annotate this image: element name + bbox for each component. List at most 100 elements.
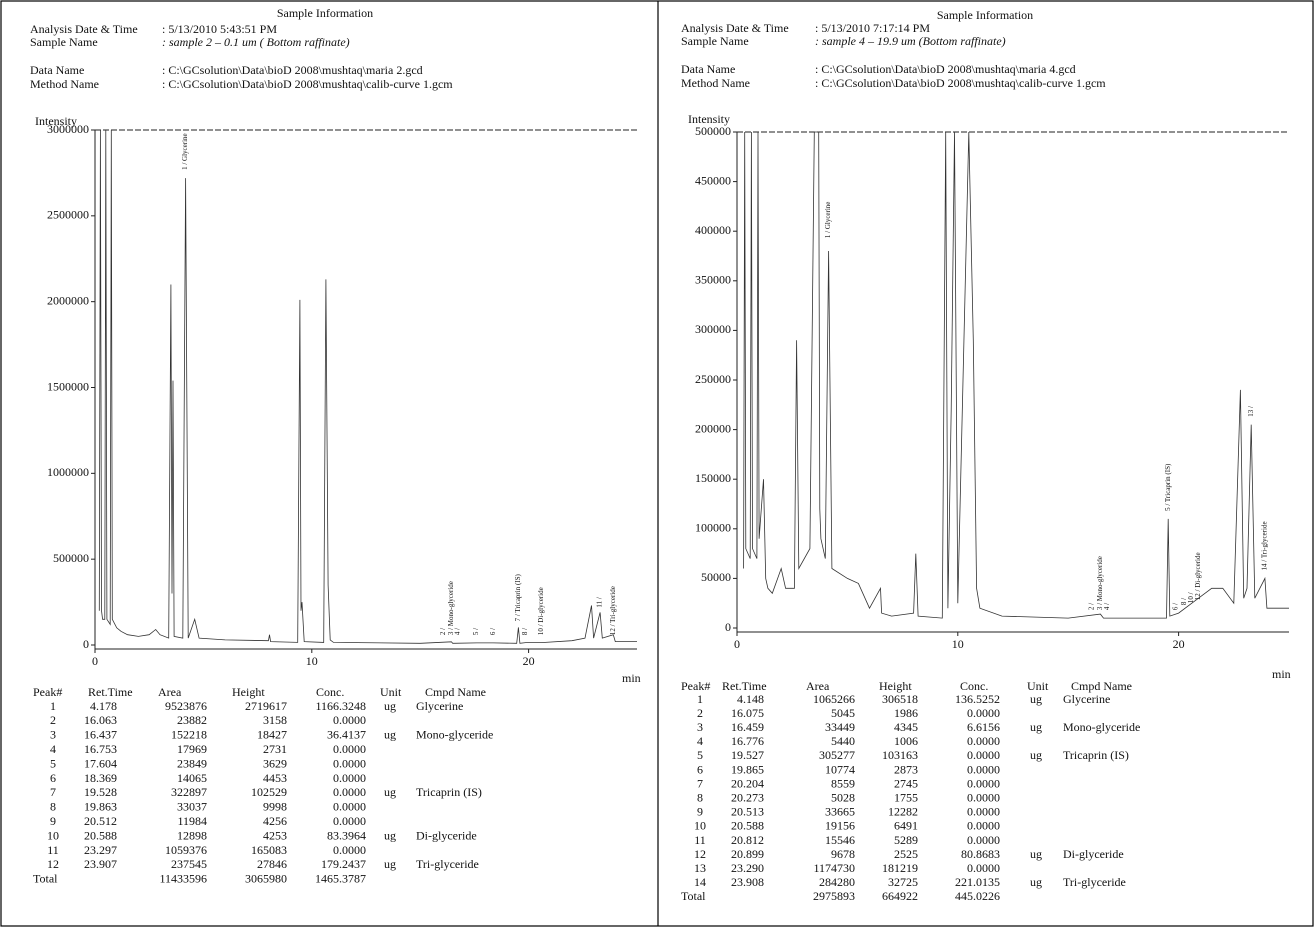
table-cell: 23.908 — [731, 875, 764, 889]
table-cell: 19.527 — [731, 748, 764, 762]
table-header: Cmpd Name — [1071, 679, 1132, 693]
table-cell: 0.0000 — [967, 833, 1000, 847]
table-cell: 4 — [697, 734, 703, 748]
table-cell: 306518 — [882, 692, 918, 706]
table-cell: 23882 — [177, 713, 207, 727]
table-cell: 181219 — [882, 861, 918, 875]
table-cell: Tri-glyceride — [1063, 875, 1126, 889]
table-cell: 0.0000 — [333, 713, 366, 727]
x-tick-label: 10 — [952, 637, 964, 651]
table-cell: 12282 — [888, 805, 918, 819]
table-cell: 0.0000 — [967, 805, 1000, 819]
table-cell: 1465.3787 — [315, 872, 366, 886]
table-cell: ug — [1030, 720, 1042, 734]
table-cell: 10 — [694, 819, 706, 833]
table-cell: 2873 — [894, 762, 918, 776]
peak-label: 3 / Mono-glyceride — [447, 581, 455, 635]
table-cell: 0.0000 — [967, 819, 1000, 833]
table-cell: 0.0000 — [967, 861, 1000, 875]
table-cell: 3065980 — [245, 872, 287, 886]
panel-title: Sample Information — [937, 8, 1033, 22]
table-cell: 19.865 — [731, 762, 764, 776]
y-tick-label: 2000000 — [47, 293, 89, 307]
field-value: : C:\GCsolution\Data\bioD 2008\mushtaq\c… — [162, 77, 453, 91]
table-cell: 9 — [697, 805, 703, 819]
table-cell: 1059376 — [165, 843, 207, 857]
chromatogram-trace — [98, 129, 637, 644]
peak-label: 5 / — [472, 628, 480, 635]
panel-title: Sample Information — [277, 6, 373, 20]
peak-label: 1 / Glycerine — [181, 133, 189, 170]
table-cell: 445.0226 — [955, 889, 1000, 903]
y-tick-label: 3000000 — [47, 122, 89, 136]
table-cell: 36.4137 — [327, 728, 366, 742]
table-cell: 0.0000 — [967, 706, 1000, 720]
y-tick-label: 2500000 — [47, 208, 89, 222]
table-cell: 6491 — [894, 819, 918, 833]
table-cell: 305277 — [819, 748, 855, 762]
table-cell: 1065266 — [813, 692, 855, 706]
table-cell: 7 — [50, 785, 56, 799]
table-cell: 20.588 — [84, 828, 117, 842]
table-cell: 9 — [50, 814, 56, 828]
table-cell: Glycerine — [416, 699, 463, 713]
table-cell: Tri-glyceride — [416, 857, 479, 871]
table-cell: 15546 — [825, 833, 855, 847]
table-cell: 16.437 — [84, 728, 117, 742]
table-cell: 0.0000 — [333, 771, 366, 785]
table-header: Ret.Time — [88, 685, 133, 699]
field-label: Analysis Date & Time — [681, 21, 789, 35]
table-cell: 1755 — [894, 790, 918, 804]
table-cell: 11 — [47, 843, 59, 857]
table-header: Area — [158, 685, 182, 699]
field-label: Analysis Date & Time — [30, 22, 138, 36]
table-cell: 322897 — [171, 785, 207, 799]
table-cell: 6 — [50, 771, 56, 785]
table-cell: 179.2437 — [321, 857, 366, 871]
peak-label: 8 / — [521, 628, 529, 635]
table-cell: 664922 — [882, 889, 918, 903]
table-cell: 12898 — [177, 828, 207, 842]
peak-label: 4 / — [454, 628, 462, 635]
field-value: : C:\GCsolution\Data\bioD 2008\mushtaq\c… — [815, 76, 1106, 90]
table-cell: 1 — [50, 699, 56, 713]
table-cell: 9998 — [263, 800, 287, 814]
table-cell: 10 — [47, 828, 59, 842]
table-header: Ret.Time — [722, 679, 767, 693]
table-cell: 12 — [47, 857, 59, 871]
peak-label: 12 / Tri-glyceride — [609, 586, 617, 635]
peak-label: 1 / Glycerine — [824, 202, 832, 239]
field-label: Method Name — [30, 77, 99, 91]
peak-label: 12 / Di-glyceride — [1194, 552, 1202, 600]
table-cell: 0.0000 — [967, 734, 1000, 748]
table-cell: 33665 — [825, 805, 855, 819]
peak-label: 11 / — [596, 597, 604, 607]
table-header: Height — [232, 685, 265, 699]
x-axis-unit: min — [1272, 667, 1291, 681]
table-header: Peak# — [681, 679, 710, 693]
table-cell: ug — [384, 857, 396, 871]
peak-label: 14 / Tri-glyceride — [1261, 521, 1269, 570]
peak-label: 6 / — [489, 628, 497, 635]
table-cell: Di-glyceride — [416, 828, 477, 842]
table-cell: ug — [384, 728, 396, 742]
x-tick-label: 20 — [523, 654, 535, 668]
table-cell: 4.178 — [90, 699, 117, 713]
y-tick-label: 1000000 — [47, 465, 89, 479]
table-cell: 3 — [697, 720, 703, 734]
table-cell: 27846 — [257, 857, 287, 871]
table-cell: 9678 — [831, 847, 855, 861]
table-cell: 8559 — [831, 776, 855, 790]
peak-label: 10 / Di-glyceride — [537, 587, 545, 635]
table-cell: 12 — [694, 847, 706, 861]
table-cell: 5289 — [894, 833, 918, 847]
table-cell: 20.812 — [731, 833, 764, 847]
table-cell: 18427 — [257, 728, 287, 742]
y-tick-label: 50000 — [701, 570, 731, 584]
table-cell: 284280 — [819, 875, 855, 889]
table-cell: 3 — [50, 728, 56, 742]
table-cell: 17969 — [177, 742, 207, 756]
y-tick-label: 250000 — [695, 372, 731, 386]
peak-label: 4 / — [1103, 603, 1111, 610]
